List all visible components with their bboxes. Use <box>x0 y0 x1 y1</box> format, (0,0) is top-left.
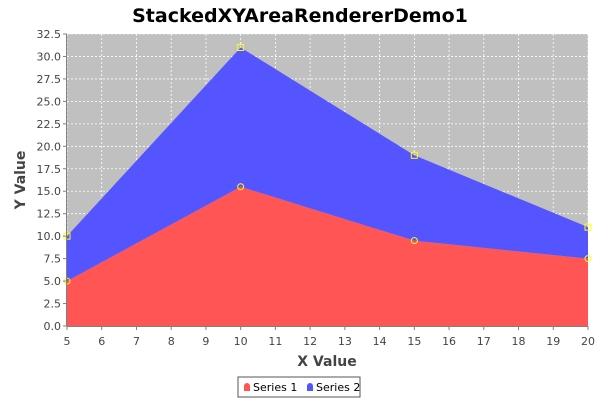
y-tick-label: 12.5 <box>37 208 62 221</box>
x-tick-label: 10 <box>234 335 248 348</box>
x-tick-label: 17 <box>477 335 491 348</box>
legend-label-series-2: Series 2 <box>316 381 360 394</box>
x-tick-label: 14 <box>373 335 387 348</box>
area-layer <box>67 47 588 326</box>
x-tick-label: 12 <box>303 335 317 348</box>
legend-box <box>237 376 361 398</box>
y-tick-label: 30.0 <box>37 50 62 63</box>
tick-labels: 5 6 7 8 9 10 11 12 13 14 15 16 17 18 19 20 0.0 2.5 5.0 7.5 1… <box>37 28 596 348</box>
x-axis-label: X Value <box>297 354 356 370</box>
area-series-2 <box>67 47 588 282</box>
legend-label-series-1: Series 1 <box>253 381 297 394</box>
area-series-1 <box>67 186 588 326</box>
x-tick-label: 6 <box>98 335 105 348</box>
y-tick-label: 15.0 <box>37 185 62 198</box>
x-tick-label: 11 <box>268 335 282 348</box>
x-tick-label: 19 <box>546 335 560 348</box>
y-tick-label: 27.5 <box>37 73 62 86</box>
x-tick-label: 8 <box>168 335 175 348</box>
y-tick-label: 25.0 <box>37 95 62 108</box>
legend-swatch-series-2 <box>307 383 313 391</box>
point-series-1 <box>410 237 418 245</box>
x-tick-label: 7 <box>133 335 140 348</box>
y-tick-label: 5.0 <box>44 275 62 288</box>
point-series-1 <box>584 255 592 263</box>
chart-title: StackedXYAreaRendererDemo1 <box>132 5 468 27</box>
x-tick-label: 20 <box>581 335 595 348</box>
point-series-2 <box>584 223 592 231</box>
y-axis-label: Y Value <box>13 151 29 211</box>
point-series-1 <box>237 183 245 191</box>
y-tick-label: 2.5 <box>44 298 62 311</box>
x-tick-label: 13 <box>338 335 352 348</box>
point-series-2 <box>237 43 245 51</box>
y-tick-label: 17.5 <box>37 163 62 176</box>
y-tick-label: 7.5 <box>44 253 62 266</box>
point-series-2 <box>410 151 418 159</box>
legend: Series 1 Series 2 <box>237 376 361 398</box>
x-tick-label: 16 <box>442 335 456 348</box>
axes <box>66 34 588 327</box>
y-tick-label: 22.5 <box>37 118 62 131</box>
x-tick-label: 9 <box>202 335 209 348</box>
y-tick-label: 20.0 <box>37 140 62 153</box>
x-tick-label: 18 <box>512 335 526 348</box>
x-tick-label: 15 <box>407 335 421 348</box>
x-tick-label: 5 <box>64 335 71 348</box>
y-tick-label: 32.5 <box>37 28 62 41</box>
y-tick-label: 10.0 <box>37 230 62 243</box>
legend-swatch-series-1 <box>244 383 250 391</box>
y-tick-label: 0.0 <box>44 320 62 333</box>
